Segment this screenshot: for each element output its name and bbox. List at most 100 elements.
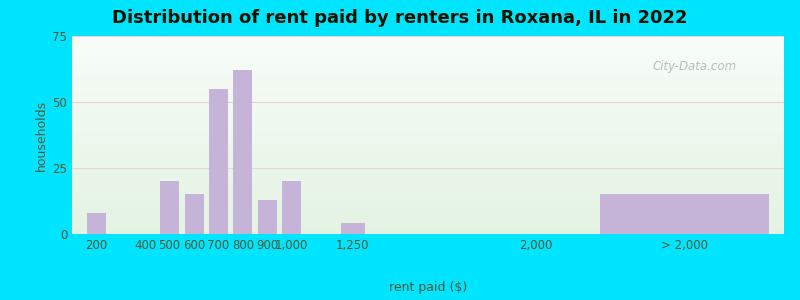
Bar [585, 210, 784, 211]
Bar [72, 56, 585, 57]
Bar [72, 156, 585, 157]
Bar [72, 200, 585, 201]
Bar [72, 82, 585, 83]
Bar [585, 108, 784, 109]
Bar [72, 208, 585, 209]
Bar [72, 172, 585, 174]
Bar [585, 99, 784, 100]
Bar [72, 231, 585, 232]
Bar [72, 58, 585, 59]
Bar [72, 86, 585, 88]
Bar [72, 228, 585, 229]
Bar [585, 105, 784, 106]
Bar [72, 45, 585, 46]
Bar [585, 93, 784, 94]
Bar [72, 164, 585, 165]
Bar [585, 147, 784, 148]
Bar [72, 225, 585, 226]
Bar [72, 142, 585, 143]
Bar [585, 125, 784, 126]
Bar [72, 51, 585, 52]
Bar [585, 188, 784, 190]
Bar [585, 73, 784, 74]
Bar [599, 194, 769, 234]
Bar [585, 57, 784, 58]
Bar [585, 197, 784, 198]
Bar [585, 153, 784, 154]
Bar [585, 168, 784, 169]
Bar [72, 64, 585, 65]
Bar [72, 73, 585, 74]
Bar [585, 142, 784, 143]
Bar [72, 104, 585, 105]
Bar [72, 55, 585, 56]
Bar [585, 174, 784, 175]
Bar [585, 67, 784, 68]
Bar [72, 177, 585, 178]
Bar [585, 65, 784, 66]
Bar [585, 55, 784, 56]
Bar [585, 82, 784, 83]
Bar [72, 163, 585, 164]
Bar [72, 192, 585, 194]
Bar [72, 222, 585, 223]
Bar [72, 159, 585, 160]
Bar [585, 120, 784, 121]
Bar [72, 108, 585, 109]
Bar [72, 232, 585, 233]
Bar [585, 164, 784, 165]
Bar [585, 204, 784, 205]
Bar [585, 118, 784, 119]
Bar [72, 151, 585, 152]
Bar [585, 192, 784, 194]
Bar [585, 229, 784, 230]
Bar [585, 107, 784, 108]
Bar [585, 123, 784, 124]
Bar [72, 162, 585, 163]
Bar [72, 63, 585, 64]
Bar [585, 143, 784, 144]
Bar [585, 154, 784, 155]
Bar [72, 179, 585, 181]
Bar [585, 86, 784, 88]
Bar [72, 80, 585, 82]
Bar [72, 136, 585, 137]
Bar [72, 59, 585, 60]
Bar [585, 219, 784, 220]
Bar [72, 70, 585, 71]
Bar [72, 211, 585, 212]
Bar [72, 144, 585, 145]
Bar [585, 157, 784, 158]
Bar [72, 79, 585, 80]
Bar [585, 163, 784, 164]
Bar [585, 140, 784, 141]
Bar [585, 50, 784, 51]
Bar [585, 224, 784, 225]
Bar [72, 160, 585, 161]
Bar [585, 130, 784, 131]
Bar [585, 218, 784, 219]
Bar [585, 208, 784, 209]
Bar [72, 67, 585, 68]
Bar [585, 111, 784, 112]
Bar [72, 130, 585, 131]
Bar [585, 185, 784, 187]
Bar [72, 213, 585, 214]
Bar [585, 226, 784, 227]
Bar [585, 62, 784, 63]
Bar [585, 37, 784, 38]
Bar [585, 127, 784, 128]
Bar [72, 88, 585, 89]
Bar [585, 96, 784, 98]
Bar [72, 197, 585, 198]
Bar [585, 88, 784, 89]
Bar [72, 48, 585, 49]
Bar [585, 100, 784, 101]
Bar [72, 123, 585, 124]
Bar [72, 89, 585, 90]
Bar [585, 90, 784, 92]
Bar [72, 47, 585, 48]
Bar [72, 170, 585, 171]
Bar [72, 131, 585, 132]
Bar [72, 175, 585, 176]
